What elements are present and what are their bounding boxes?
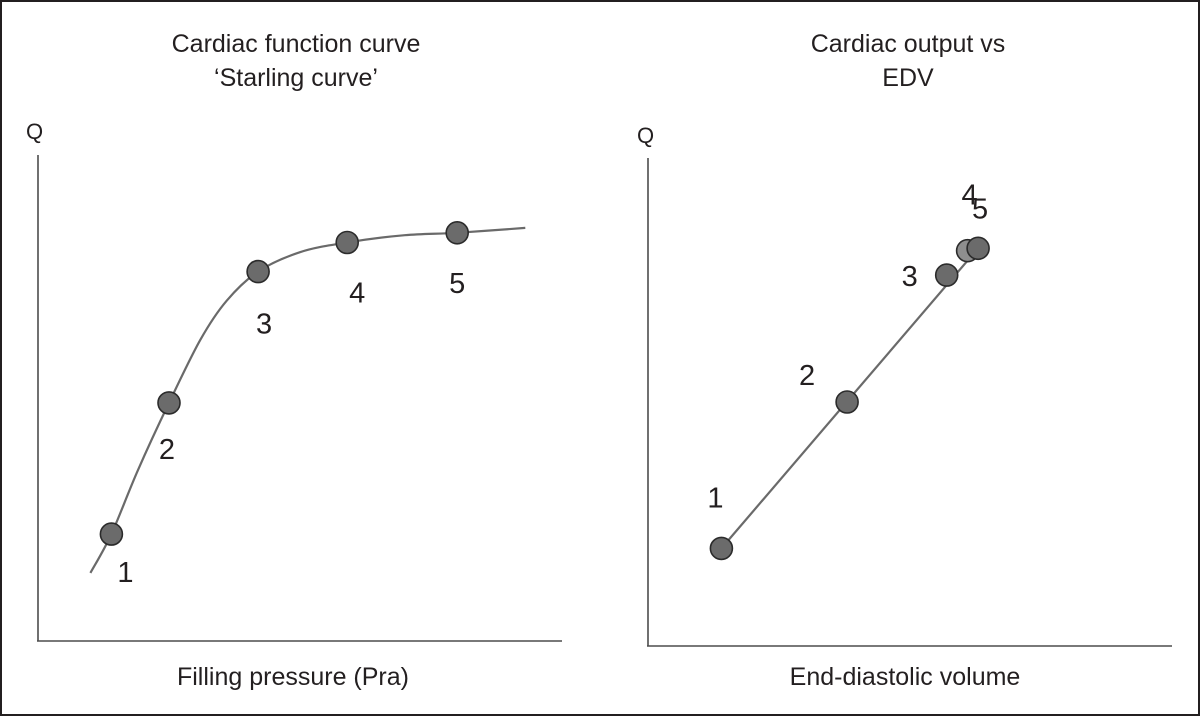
y-axis-label: Q xyxy=(637,123,654,148)
point-label-4: 4 xyxy=(962,180,978,212)
x-axis-label: End-diastolic volume xyxy=(790,663,1021,691)
data-point-4 xyxy=(335,230,360,255)
data-point-5 xyxy=(445,221,470,245)
point-label-3: 3 xyxy=(902,261,918,293)
chart-title-line-1: Cardiac output vs xyxy=(811,30,1006,58)
chart-title-line-1: Cardiac function curve xyxy=(172,30,421,58)
point-label-5: 5 xyxy=(449,268,465,300)
x-axis-label: Filling pressure (Pra) xyxy=(177,663,409,691)
data-point-2 xyxy=(157,391,181,415)
data-point-5 xyxy=(966,236,990,261)
data-point-1 xyxy=(709,536,734,561)
data-point-1 xyxy=(99,522,124,546)
chart-co-vs-edv: Cardiac output vs EDV Q End-diastolic vo… xyxy=(637,30,1172,691)
point-label-3: 3 xyxy=(256,309,272,341)
starling-curve xyxy=(89,226,526,574)
data-point-3 xyxy=(934,263,959,287)
point-label-2: 2 xyxy=(159,434,175,466)
edv-points: 1 2 3 45 xyxy=(707,180,990,561)
chart-title-line-2: EDV xyxy=(882,64,934,92)
point-label-1: 1 xyxy=(707,482,723,514)
data-point-2 xyxy=(835,390,859,414)
point-label-4: 4 xyxy=(349,278,365,310)
chart-starling: Cardiac function curve ‘Starling curve’ … xyxy=(26,30,562,691)
point-label-2: 2 xyxy=(799,360,815,392)
starling-points: 1 2 3 4 5 xyxy=(99,221,470,589)
data-point-3 xyxy=(246,259,270,284)
chart-title-line-2: ‘Starling curve’ xyxy=(214,64,378,92)
point-label-1: 1 xyxy=(117,557,133,589)
y-axis-label: Q xyxy=(26,119,43,144)
point-label-5: 5 xyxy=(972,193,988,225)
